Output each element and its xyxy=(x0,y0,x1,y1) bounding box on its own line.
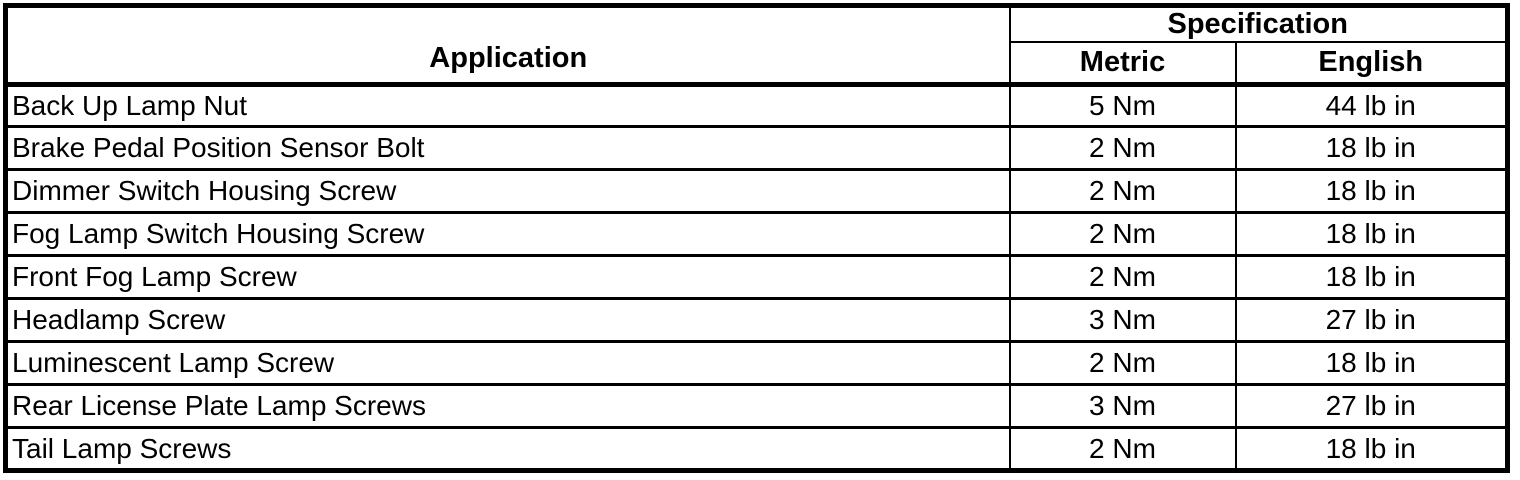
metric-cell: 2 Nm xyxy=(1008,426,1237,472)
english-cell: 18 lb in xyxy=(1234,254,1509,301)
metric-cell: 2 Nm xyxy=(1008,168,1237,215)
english-cell: 18 lb in xyxy=(1234,211,1509,258)
application-cell: Brake Pedal Position Sensor Bolt xyxy=(4,125,1011,172)
application-cell: Back Up Lamp Nut xyxy=(4,82,1011,129)
specification-column-header: Specification xyxy=(1008,4,1509,43)
table-row: Front Fog Lamp Screw 2 Nm 18 lb in xyxy=(4,254,1509,301)
metric-cell: 2 Nm xyxy=(1008,254,1237,301)
english-cell: 27 lb in xyxy=(1234,297,1509,344)
english-cell: 18 lb in xyxy=(1234,426,1509,472)
metric-cell: 3 Nm xyxy=(1008,383,1237,429)
application-cell: Headlamp Screw xyxy=(4,297,1011,344)
table-row: Back Up Lamp Nut 5 Nm 44 lb in xyxy=(4,82,1509,129)
metric-cell: 2 Nm xyxy=(1008,340,1237,387)
header-row-units: Metric English xyxy=(6,41,1509,87)
metric-cell: 3 Nm xyxy=(1008,297,1237,344)
table-row: Rear License Plate Lamp Screws 3 Nm 27 l… xyxy=(4,383,1509,429)
english-cell: 18 lb in xyxy=(1234,168,1509,215)
application-cell: Tail Lamp Screws xyxy=(4,426,1011,472)
application-column-header: Application xyxy=(4,4,1011,87)
application-cell: Luminescent Lamp Screw xyxy=(4,340,1011,387)
english-cell: 27 lb in xyxy=(1234,383,1509,429)
table-row: Brake Pedal Position Sensor Bolt 2 Nm 18… xyxy=(4,125,1509,172)
english-cell: 18 lb in xyxy=(1234,125,1509,172)
english-cell: 44 lb in xyxy=(1234,82,1509,129)
application-cell: Fog Lamp Switch Housing Screw xyxy=(4,211,1011,258)
metric-column-header: Metric xyxy=(1008,41,1237,87)
metric-cell: 2 Nm xyxy=(1008,125,1237,172)
table-row: Tail Lamp Screws 2 Nm 18 lb in xyxy=(4,426,1509,472)
table-row: Headlamp Screw 3 Nm 27 lb in xyxy=(4,297,1509,344)
english-column-header: English xyxy=(1234,41,1509,87)
table-row: Luminescent Lamp Screw 2 Nm 18 lb in xyxy=(4,340,1509,387)
header-row-specification: Application Specification xyxy=(4,4,1509,87)
table-row: Dimmer Switch Housing Screw 2 Nm 18 lb i… xyxy=(4,168,1509,215)
metric-cell: 2 Nm xyxy=(1008,211,1237,258)
metric-cell: 5 Nm xyxy=(1008,82,1237,129)
table-header: Application Specification Metric English xyxy=(4,4,1509,87)
application-cell: Front Fog Lamp Screw xyxy=(4,254,1011,301)
table-row: Fog Lamp Switch Housing Screw 2 Nm 18 lb… xyxy=(4,211,1509,258)
application-cell: Rear License Plate Lamp Screws xyxy=(4,383,1011,429)
fastener-specification-table: Application Specification Metric English… xyxy=(3,3,1510,473)
application-cell: Dimmer Switch Housing Screw xyxy=(4,168,1011,215)
table-body: Back Up Lamp Nut 5 Nm 44 lb in Brake Ped… xyxy=(4,82,1509,472)
english-cell: 18 lb in xyxy=(1234,340,1509,387)
